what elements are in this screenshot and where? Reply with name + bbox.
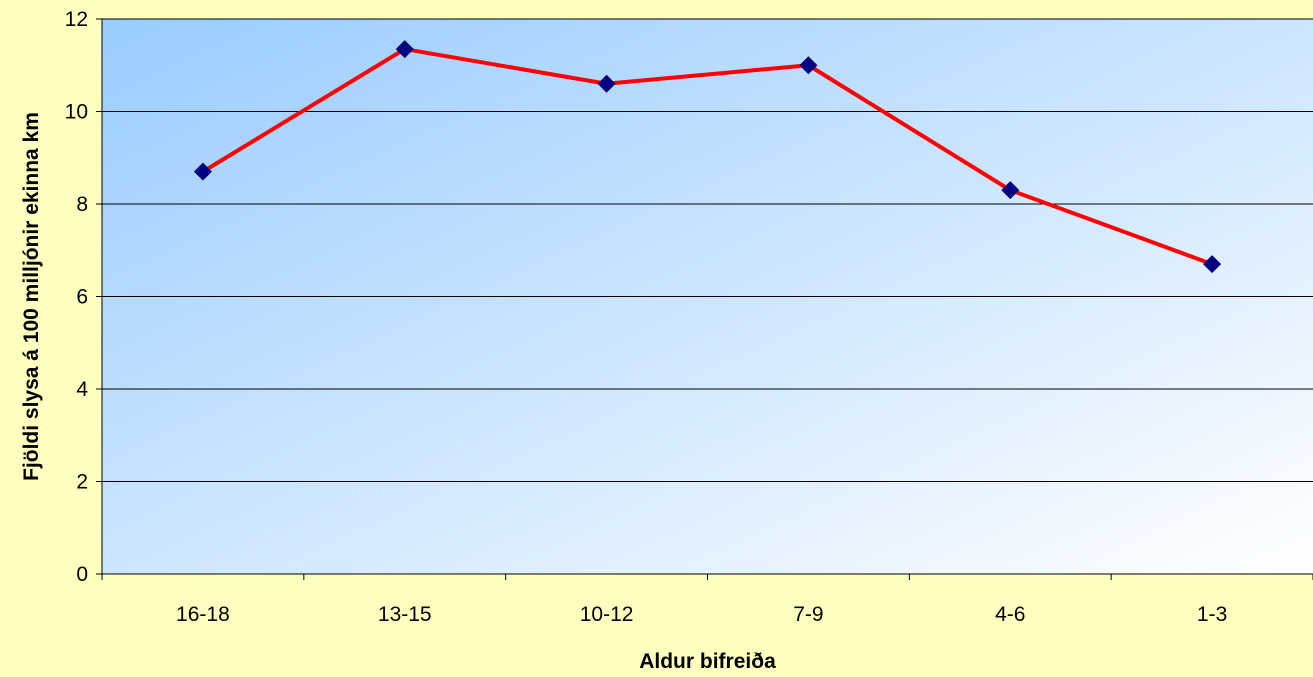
axes	[101, 19, 1313, 580]
y-tick-label: 8	[76, 193, 88, 216]
data-point-marker	[395, 40, 414, 59]
series-line	[201, 47, 1213, 267]
y-tick-label: 0	[76, 563, 88, 586]
x-tick-label: 16-18	[176, 603, 230, 626]
x-tick-label: 10-12	[580, 603, 634, 626]
y-tick-label: 6	[76, 286, 88, 309]
x-tick-label: 13-15	[378, 603, 432, 626]
y-tick-label: 10	[65, 101, 88, 124]
x-tick-label: 7-9	[793, 603, 823, 626]
data-point-marker	[1001, 181, 1020, 200]
x-axis-tick-labels: 16-18 13-15 10-12 7-9 4-6 1-3	[176, 603, 1227, 626]
data-point-marker	[1203, 255, 1222, 274]
x-axis-title: Aldur bifreiða	[639, 650, 776, 673]
y-axis-title: Fjöldi slysa á 100 milljónir ekinna km	[20, 112, 43, 481]
y-axis-tick-labels: 0 2 4 6 8 10 12	[65, 8, 89, 586]
gridlines	[96, 18, 1313, 575]
y-tick-label: 2	[76, 471, 88, 494]
series-group	[193, 40, 1222, 274]
x-tick-label: 1-3	[1197, 603, 1227, 626]
y-tick-label: 12	[65, 8, 88, 31]
x-tick-label: 4-6	[995, 603, 1025, 626]
data-point-marker	[799, 56, 818, 75]
data-point-marker	[597, 74, 616, 93]
y-tick-label: 4	[76, 378, 88, 401]
data-point-marker	[193, 162, 212, 181]
